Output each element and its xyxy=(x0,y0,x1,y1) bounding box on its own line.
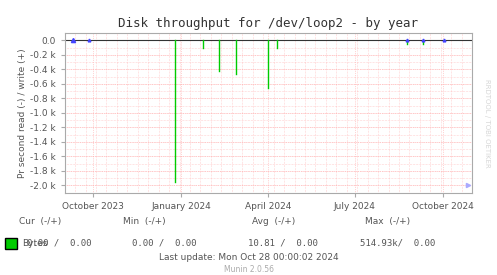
Text: 514.93k/  0.00: 514.93k/ 0.00 xyxy=(360,239,435,248)
Text: 0.00 /  0.00: 0.00 / 0.00 xyxy=(27,239,92,248)
Text: Munin 2.0.56: Munin 2.0.56 xyxy=(224,265,273,274)
Title: Disk throughput for /dev/loop2 - by year: Disk throughput for /dev/loop2 - by year xyxy=(118,17,418,31)
Text: Bytes: Bytes xyxy=(22,239,48,248)
Text: Avg  (-/+): Avg (-/+) xyxy=(251,217,295,226)
Text: RRDTOOL / TOBI OETIKER: RRDTOOL / TOBI OETIKER xyxy=(484,79,490,168)
Text: Min  (-/+): Min (-/+) xyxy=(123,217,166,226)
Text: 10.81 /  0.00: 10.81 / 0.00 xyxy=(248,239,318,248)
Text: 0.00 /  0.00: 0.00 / 0.00 xyxy=(132,239,196,248)
Text: Last update: Mon Oct 28 00:00:02 2024: Last update: Mon Oct 28 00:00:02 2024 xyxy=(159,253,338,262)
Y-axis label: Pr second read (-) / write (+): Pr second read (-) / write (+) xyxy=(18,48,27,178)
Text: Max  (-/+): Max (-/+) xyxy=(365,217,410,226)
Text: Cur  (-/+): Cur (-/+) xyxy=(18,217,61,226)
